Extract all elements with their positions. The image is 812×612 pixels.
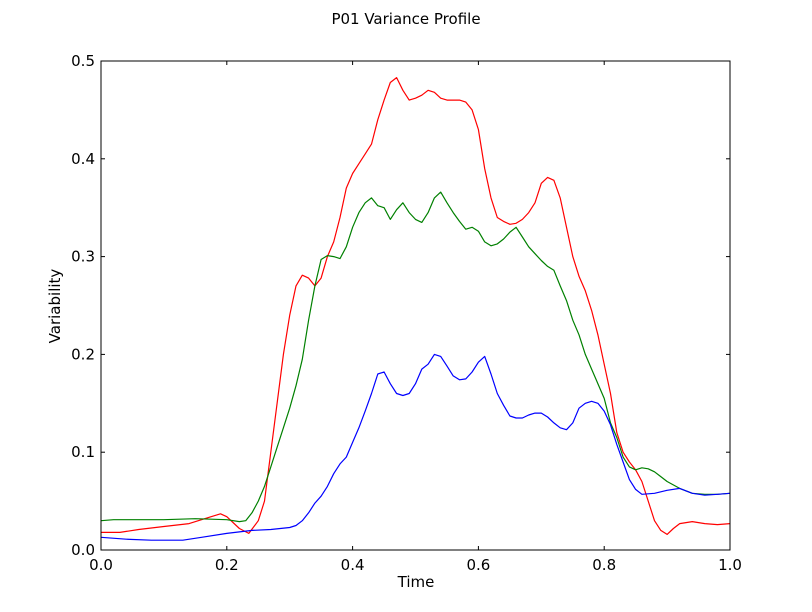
x-tick-label: 0.4 <box>341 556 365 574</box>
x-tick-label: 1.0 <box>718 556 742 574</box>
series-line-2 <box>100 191 731 523</box>
x-tick-label: 0.8 <box>592 556 616 574</box>
series-line-1 <box>101 77 731 535</box>
y-tick-label: 0.5 <box>71 52 95 70</box>
series-layer <box>100 77 731 541</box>
plot-area-frame <box>100 60 731 551</box>
x-axis-label: Time <box>397 573 435 591</box>
x-tick-label: 0.0 <box>89 556 113 574</box>
x-tick-label: 0.6 <box>466 556 490 574</box>
y-tick-label: 0.3 <box>71 248 95 266</box>
x-tick-label: 0.2 <box>215 556 239 574</box>
y-tick-label: 0.0 <box>71 541 95 559</box>
tick-layer: 0.0 0.2 0.4 0.6 0.8 1.0 0.0 0.1 0.2 0.3 0.4 0.5 <box>71 52 742 574</box>
series-line-3 <box>100 353 731 541</box>
y-axis-label: Variability <box>46 269 64 344</box>
chart-title: P01 Variance Profile <box>331 10 480 28</box>
y-tick-label: 0.2 <box>71 345 95 363</box>
y-tick-label: 0.1 <box>71 443 95 461</box>
y-tick-label: 0.4 <box>71 150 95 168</box>
